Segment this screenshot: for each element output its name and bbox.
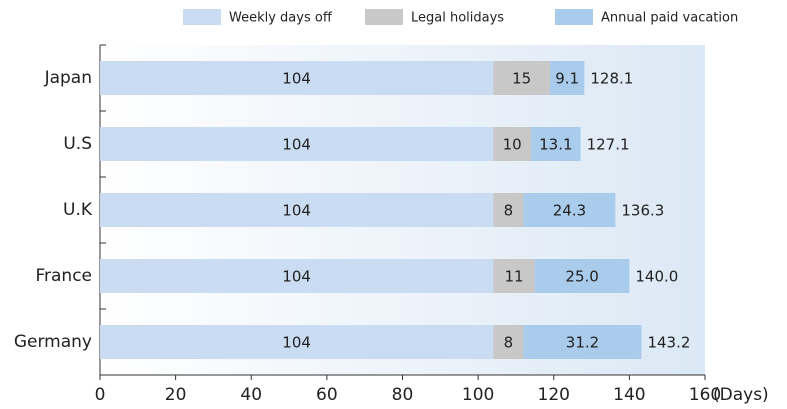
segment-label: 8	[504, 202, 514, 220]
bar-segment	[531, 127, 581, 161]
x-tick-label: 60	[316, 385, 338, 405]
bar-segment	[523, 325, 642, 359]
bar-segment	[493, 259, 535, 293]
total-label: 140.0	[635, 268, 678, 286]
segment-label: 13.1	[539, 136, 572, 154]
segment-label: 104	[282, 334, 311, 352]
segment-label: 25.0	[565, 268, 598, 286]
segment-label: 11	[505, 268, 524, 286]
bar-segment	[100, 193, 494, 227]
segment-label: 104	[282, 202, 311, 220]
legend-swatch	[183, 9, 221, 25]
bar-segment	[523, 193, 616, 227]
segment-label: 24.3	[553, 202, 586, 220]
x-tick-label: 80	[392, 385, 414, 405]
legend-swatch	[365, 9, 403, 25]
bar-segment	[493, 127, 532, 161]
bar-segment	[100, 61, 494, 95]
total-label: 128.1	[590, 70, 633, 88]
segment-label: 15	[512, 70, 531, 88]
total-label: 136.3	[621, 202, 664, 220]
category-label: Germany	[14, 332, 92, 352]
segment-label: 104	[282, 70, 311, 88]
x-tick-label: 160	[689, 385, 721, 405]
x-tick-label: 140	[613, 385, 645, 405]
segment-label: 31.2	[566, 334, 599, 352]
category-label: U.K	[63, 200, 93, 220]
legend-label: Annual paid vacation	[601, 11, 738, 26]
legend-label: Legal holidays	[411, 11, 504, 26]
segment-label: 9.1	[555, 70, 579, 88]
bar-segment	[100, 325, 494, 359]
bar-segment	[534, 259, 630, 293]
bar-segment	[100, 127, 494, 161]
category-label: U.S	[63, 134, 92, 154]
bar-segment	[493, 325, 524, 359]
x-axis-label: (Days)	[713, 385, 769, 405]
legend-swatch	[555, 9, 593, 25]
bar-segment	[493, 193, 524, 227]
segment-label: 104	[282, 268, 311, 286]
x-tick-label: 100	[462, 385, 494, 405]
x-tick-label: 120	[538, 385, 570, 405]
segment-label: 10	[503, 136, 522, 154]
total-label: 127.1	[587, 136, 630, 154]
category-label: Japan	[44, 68, 92, 88]
x-tick-label: 20	[165, 385, 187, 405]
x-tick-label: 0	[95, 385, 106, 405]
legend-label: Weekly days off	[229, 11, 333, 26]
category-label: France	[35, 266, 92, 286]
segment-label: 8	[504, 334, 514, 352]
bar-segment	[100, 259, 494, 293]
total-label: 143.2	[647, 334, 690, 352]
x-tick-label: 40	[240, 385, 262, 405]
bar-segment	[549, 61, 585, 95]
segment-label: 104	[282, 136, 311, 154]
bar-segment	[493, 61, 550, 95]
